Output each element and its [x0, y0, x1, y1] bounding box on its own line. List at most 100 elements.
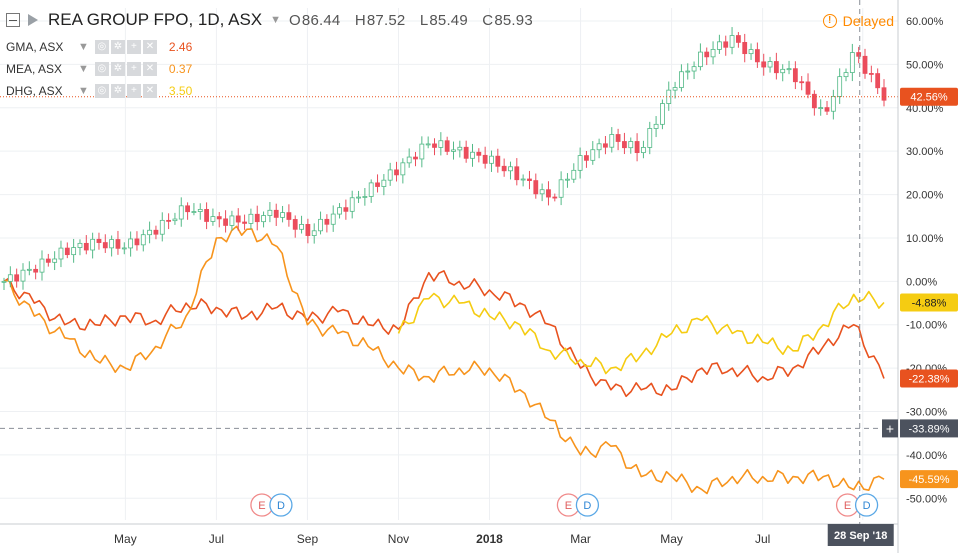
eye-icon[interactable]: ◎	[94, 84, 109, 98]
candle-body	[375, 182, 380, 187]
dividend-label: D	[277, 500, 285, 512]
candle-body	[470, 151, 475, 159]
candle-body	[748, 49, 754, 55]
candle-body	[444, 140, 450, 152]
candle-body	[191, 211, 197, 213]
symbol-title[interactable]: REA GROUP FPO, 1D, ASX	[48, 10, 263, 29]
candle-body	[39, 258, 45, 273]
dividend-icon[interactable]	[269, 493, 293, 517]
gear-icon[interactable]: ✲	[110, 84, 125, 98]
candle-body	[381, 179, 387, 187]
plus-icon[interactable]: +	[126, 40, 141, 54]
candle-body	[489, 155, 494, 164]
plus-icon[interactable]: +	[126, 62, 141, 76]
candle-body	[577, 155, 583, 171]
chevron-down-icon[interactable]: ▼	[270, 14, 282, 26]
candle-body	[792, 68, 798, 83]
candle-body	[33, 268, 39, 273]
candle-body	[109, 239, 115, 249]
delayed-indicator[interactable]: ! Delayed	[822, 13, 894, 29]
comparison-row-gma[interactable]: GMA, ASX ▼ ◎ ✲ + ✕ 2.46	[6, 38, 192, 56]
gear-icon[interactable]: ✲	[110, 40, 125, 54]
candle-body	[685, 70, 691, 73]
y-tick-label: 50.00%	[906, 59, 944, 71]
earnings-label: E	[844, 500, 851, 512]
candle-body	[387, 169, 393, 181]
dividend-icon[interactable]	[575, 493, 600, 517]
candle-body	[558, 179, 564, 198]
candle-body	[77, 242, 83, 248]
x-tick-label: Mar	[570, 532, 591, 546]
candle-body	[799, 81, 805, 84]
candle-body	[679, 71, 684, 88]
eye-icon[interactable]: ◎	[94, 62, 109, 76]
crosshair-price-text: -33.89%	[909, 423, 950, 435]
candle-body	[26, 268, 32, 271]
candle-body	[235, 215, 241, 223]
chevron-down-icon[interactable]: ▼	[78, 41, 89, 53]
candle-body	[254, 213, 260, 223]
candle-body	[666, 89, 672, 104]
high-key: H	[354, 11, 366, 29]
x-tick-label: Nov	[388, 532, 409, 546]
x-tick-label: May	[114, 532, 137, 546]
plus-icon[interactable]: +	[126, 84, 141, 98]
chevron-down-icon[interactable]: ▼	[78, 85, 89, 97]
delayed-label: Delayed	[842, 13, 894, 29]
crosshair-date-text: 28 Sep '18	[834, 530, 887, 542]
eye-icon[interactable]: ◎	[94, 40, 109, 54]
crosshair-plus-icon[interactable]	[882, 419, 898, 438]
candle-body	[856, 52, 862, 57]
close-icon[interactable]: ✕	[142, 84, 157, 98]
candle-body	[64, 247, 70, 256]
candle-body	[261, 215, 266, 223]
candle-body	[451, 149, 456, 152]
candle-body	[96, 238, 102, 243]
candle-body	[780, 68, 786, 74]
candle-body	[710, 49, 716, 58]
candle-body	[425, 143, 431, 146]
candle-body	[90, 238, 96, 251]
candle-body	[495, 155, 501, 167]
comparison-row-mea[interactable]: MEA, ASX ▼ ◎ ✲ + ✕ 0.37	[6, 60, 192, 78]
candle-body	[45, 258, 51, 263]
flag-icon[interactable]	[28, 14, 40, 26]
candle-body	[653, 123, 659, 129]
candle-body	[1, 280, 7, 283]
candle-body	[166, 219, 172, 222]
comparison-name[interactable]: GMA, ASX	[6, 40, 64, 54]
candle-body	[735, 35, 741, 43]
collapse-toggle-icon[interactable]	[6, 13, 20, 27]
crosshair-plus-glyph: +	[886, 420, 894, 436]
candle-body	[368, 182, 374, 197]
candle-body	[128, 238, 134, 249]
candle-body	[178, 205, 184, 220]
candle-body	[185, 205, 190, 213]
close-icon[interactable]: ✕	[142, 40, 157, 54]
candle-body	[584, 155, 589, 161]
candle-body	[520, 178, 526, 181]
candle-body	[603, 143, 608, 148]
close-icon[interactable]: ✕	[142, 62, 157, 76]
candle-body	[52, 258, 58, 263]
candle-body	[590, 149, 596, 161]
comparison-row-dhg[interactable]: DHG, ASX ▼ ◎ ✲ + ✕ 3.50	[6, 82, 192, 100]
comparison-name[interactable]: DHG, ASX	[6, 84, 63, 98]
chevron-down-icon[interactable]: ▼	[78, 63, 89, 75]
candle-body	[691, 66, 697, 72]
candle-body	[299, 224, 304, 230]
low-value: 85.49	[429, 11, 468, 29]
y-tick-label: -50.00%	[906, 493, 947, 505]
candle-body	[634, 141, 640, 154]
dividend-icon[interactable]	[854, 493, 879, 517]
comparison-value: 2.46	[168, 40, 193, 54]
candle-body	[318, 218, 323, 232]
candle-body	[862, 55, 868, 74]
gear-icon[interactable]: ✲	[110, 62, 125, 76]
comparison-name[interactable]: MEA, ASX	[6, 62, 63, 76]
chart-header: REA GROUP FPO, 1D, ASX ▼ O86.44 H87.52 L…	[6, 8, 543, 32]
